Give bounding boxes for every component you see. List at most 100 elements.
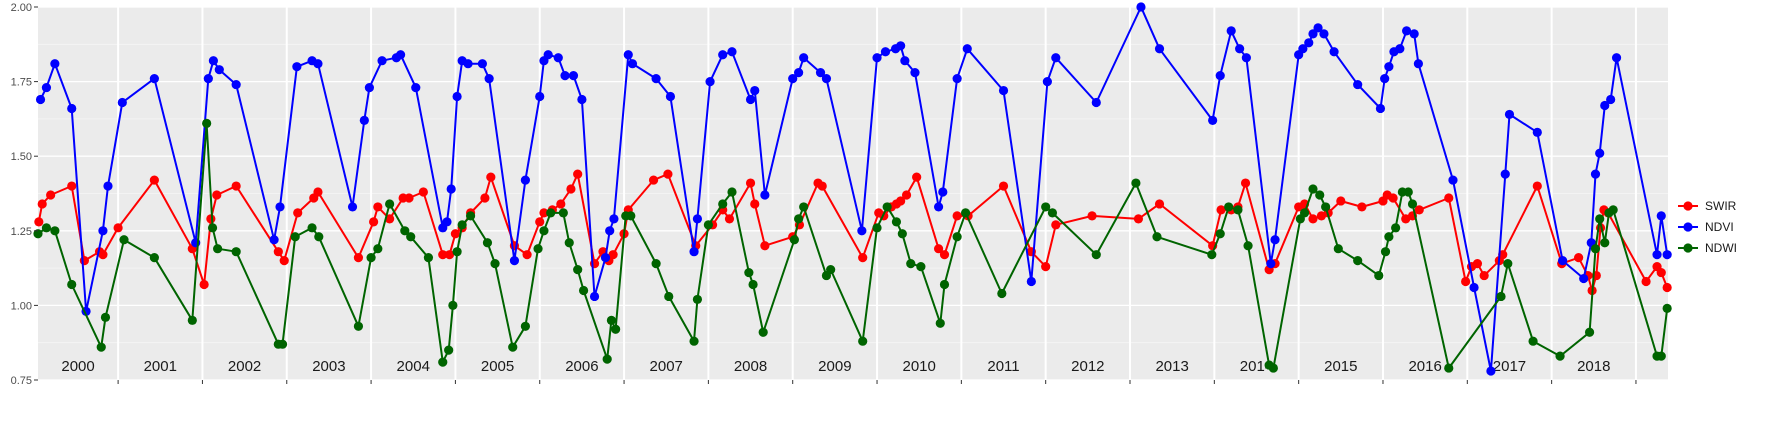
point-ndwi [452, 247, 462, 257]
point-swir [939, 250, 950, 260]
point-swir [998, 181, 1009, 191]
point-swir [648, 175, 659, 185]
point-ndwi [520, 321, 530, 331]
point-ndvi [1266, 259, 1276, 269]
point-ndwi [1333, 244, 1343, 254]
point-ndvi [651, 74, 661, 84]
point-ndwi [149, 253, 159, 263]
point-swir [750, 199, 760, 209]
point-ndwi [558, 208, 568, 218]
point-swir [535, 217, 545, 227]
point-ndwi [935, 318, 945, 328]
point-swir [450, 229, 461, 239]
point-ndvi [1469, 282, 1479, 293]
point-swir [279, 256, 289, 266]
legend-key-point-swir [1683, 201, 1693, 211]
point-ndwi [1374, 270, 1384, 281]
point-ndwi [1608, 205, 1618, 215]
legend: SWIR NDVI NDWI [1678, 199, 1737, 255]
point-ndwi [448, 300, 458, 310]
point-ndwi [960, 208, 971, 218]
point-ndvi [750, 85, 760, 96]
year-label-2011: 2011 [987, 358, 1019, 375]
series-swir [34, 169, 1672, 296]
year-label-2006: 2006 [565, 358, 598, 375]
point-ndwi [465, 211, 476, 221]
point-ndwi [41, 223, 52, 233]
point-ndwi [423, 253, 434, 263]
point-ndvi [1413, 59, 1423, 69]
point-swir [444, 250, 455, 260]
point-swir [353, 253, 364, 263]
point-ndvi [1375, 103, 1386, 114]
point-ndwi [366, 253, 376, 263]
point-swir [34, 217, 44, 227]
point-ndwi [1503, 259, 1513, 269]
point-ndwi [231, 247, 241, 257]
point-swir [1357, 202, 1367, 212]
point-ndwi [307, 223, 317, 233]
point-ndvi [623, 50, 633, 60]
point-swir [1087, 211, 1097, 221]
point-ndvi [1329, 47, 1339, 57]
point-ndvi [627, 59, 638, 69]
point-swir [404, 193, 414, 203]
point-ndvi [269, 235, 279, 245]
point-ndvi [67, 103, 77, 114]
point-ndwi [939, 279, 950, 290]
point-ndvi [477, 59, 487, 69]
point-ndwi [546, 208, 556, 218]
point-ndvi [1486, 366, 1496, 376]
point-ndvi [1401, 26, 1412, 36]
point-swir [486, 172, 496, 182]
point-ndvi [896, 41, 906, 51]
point-ndvi [313, 59, 323, 69]
point-ndwi [539, 226, 549, 236]
point-ndvi [411, 82, 421, 93]
point-ndvi [1208, 115, 1218, 125]
point-ndwi [997, 288, 1007, 299]
point-swir [480, 193, 490, 203]
point-ndwi [794, 214, 804, 224]
series-layer [33, 2, 1672, 376]
year-label-2002: 2002 [228, 358, 261, 375]
point-ndvi [1579, 273, 1589, 284]
point-ndwi [373, 244, 383, 254]
point-ndwi [727, 187, 737, 197]
point-ndvi [1154, 44, 1165, 54]
point-ndwi [573, 264, 583, 275]
point-ndwi [96, 342, 106, 352]
point-ndwi [1308, 184, 1318, 194]
year-label-2007: 2007 [650, 358, 683, 375]
point-ndwi [508, 342, 518, 352]
year-label-2018: 2018 [1577, 358, 1610, 375]
point-ndvi [1652, 250, 1662, 260]
point-swir [273, 247, 283, 257]
point-swir [1216, 205, 1226, 215]
point-swir [760, 241, 770, 251]
point-swir [1662, 282, 1672, 293]
point-ndvi [1409, 29, 1419, 39]
point-ndwi [314, 232, 324, 242]
point-ndwi [916, 262, 926, 272]
point-swir [933, 244, 944, 254]
point-ndwi [1233, 205, 1243, 215]
legend-key-point-ndwi [1683, 243, 1693, 253]
point-ndwi [1152, 232, 1162, 242]
point-ndvi [1590, 169, 1601, 179]
year-label-2003: 2003 [312, 358, 345, 375]
point-ndwi [533, 244, 543, 254]
point-ndvi [359, 115, 369, 125]
point-ndwi [718, 199, 728, 209]
point-ndwi [626, 211, 636, 221]
point-ndvi [203, 74, 213, 84]
year-label-2005: 2005 [481, 358, 514, 375]
point-ndwi [400, 226, 410, 236]
legend-item-swir: SWIR [1678, 199, 1737, 213]
year-label-2015: 2015 [1324, 358, 1357, 375]
point-ndvi [377, 56, 387, 66]
point-ndwi [611, 324, 621, 334]
year-label-2016: 2016 [1408, 358, 1441, 375]
point-swir [1472, 259, 1483, 269]
